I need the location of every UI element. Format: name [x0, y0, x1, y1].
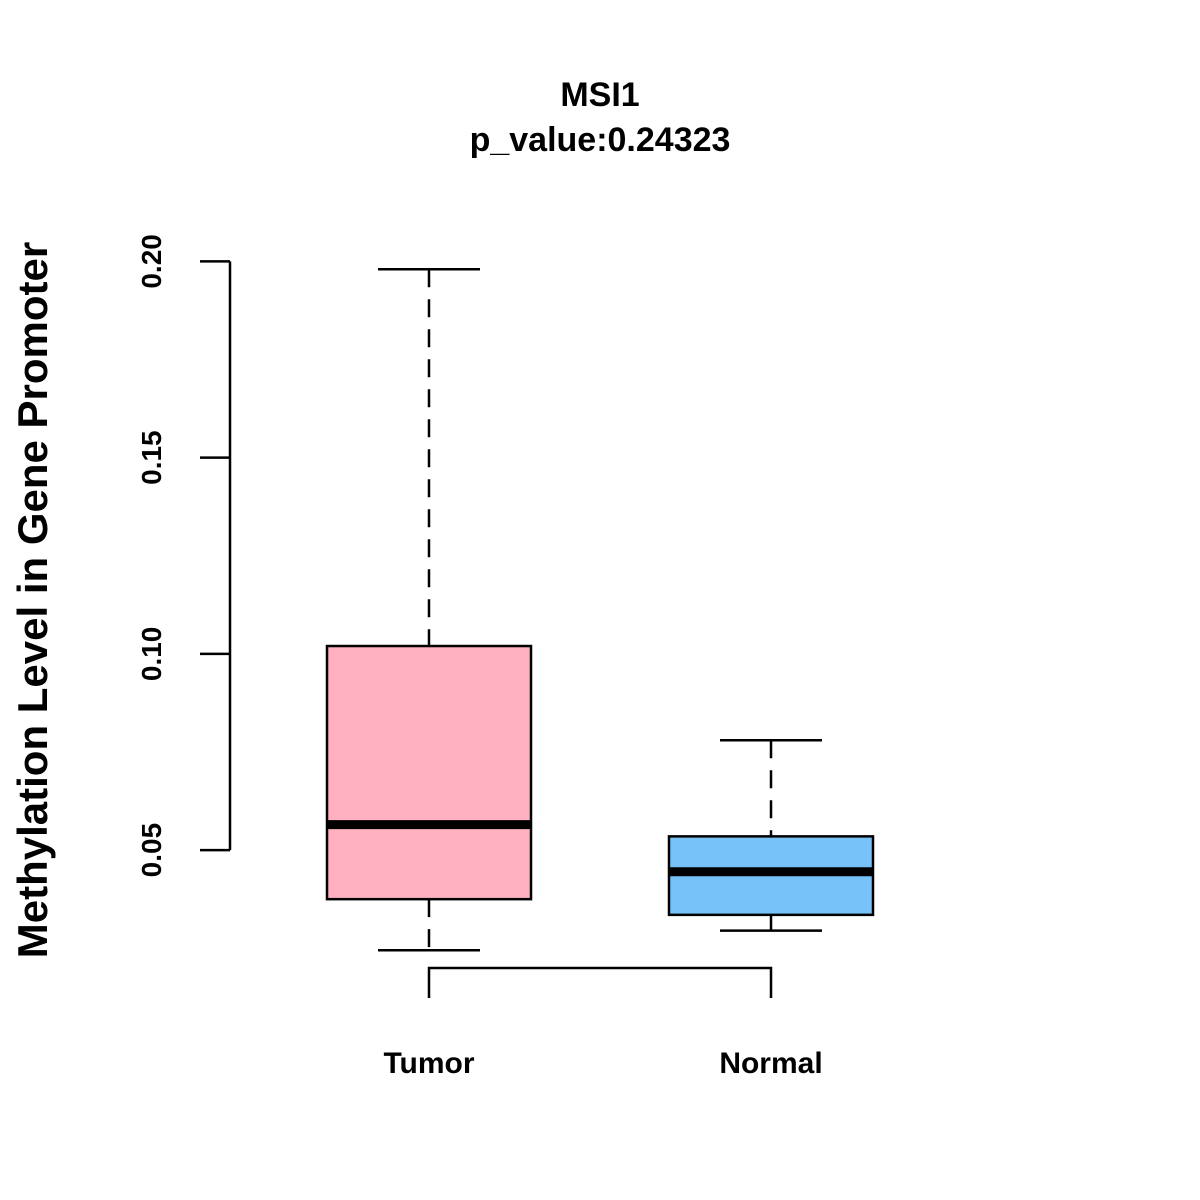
- y-tick-label: 0.20: [136, 234, 167, 289]
- y-tick-label: 0.10: [136, 627, 167, 682]
- y-tick-label: 0.15: [136, 430, 167, 485]
- box-series: [325, 267, 875, 952]
- category-labels: Tumor Normal: [383, 1047, 822, 1080]
- box-normal: [667, 738, 875, 932]
- comparison-bracket: [427, 966, 773, 998]
- y-tick-label: 0.05: [136, 823, 167, 878]
- bracket-line: [427, 966, 773, 998]
- chart-title: MSI1: [560, 76, 639, 114]
- box-iqr: [325, 644, 533, 901]
- chart-subtitle: p_value:0.24323: [470, 121, 731, 159]
- category-label-tumor: Tumor: [383, 1047, 474, 1080]
- y-axis: 0.05 0.10 0.15 0.20: [136, 234, 232, 878]
- y-axis-label: Methylation Level in Gene Promoter: [9, 242, 56, 958]
- box-tumor: [325, 267, 533, 952]
- category-label-normal: Normal: [719, 1047, 822, 1080]
